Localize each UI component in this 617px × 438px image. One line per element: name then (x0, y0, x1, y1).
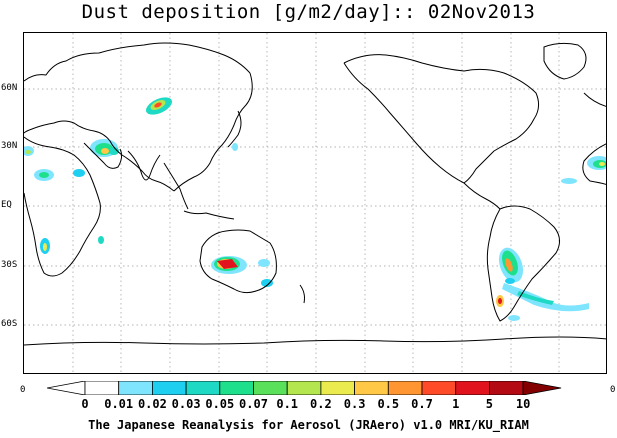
colorbar-tick-label: 0.2 (310, 397, 332, 411)
dust-deposition-field (24, 97, 606, 321)
colorbar (47, 381, 562, 395)
colorbar-tick-label: 0.7 (411, 397, 433, 411)
colorbar-tick-label: 0.01 (104, 397, 134, 411)
colorbar-cell (253, 381, 288, 395)
coastlines (24, 42, 606, 346)
map-title: Dust deposition [g/m2/day]:: 02Nov2013 (81, 1, 536, 23)
colorbar-arrow-right (522, 381, 562, 395)
colorbar-cell (185, 381, 221, 395)
lat-label-eq: EQ (1, 200, 12, 210)
colorbar-cell (219, 381, 254, 395)
colorbar-cell (118, 381, 153, 395)
colorbar-tick-label: 0 (81, 397, 89, 411)
world-map (23, 32, 607, 374)
colorbar-cell (152, 381, 187, 395)
colorbar-arrow-left (47, 381, 86, 395)
lat-label-60s: 60S (1, 319, 18, 329)
colorbar-cell (354, 381, 389, 395)
lat-label-60n: 60N (1, 83, 18, 93)
colorbar-tick-label: 0.5 (377, 397, 400, 411)
colorbar-tick-label: 5 (485, 397, 494, 411)
colorbar-cell (320, 381, 355, 395)
colorbar-tick-label: 0.3 (343, 397, 366, 411)
colorbar-tick-label: 0.1 (276, 397, 299, 411)
colorbar-cell (455, 381, 490, 395)
colorbar-tick-label: 0.05 (205, 397, 235, 411)
colorbar-tick-label: 0.02 (137, 397, 167, 411)
right-edge-label: 0 (610, 385, 616, 395)
colorbar-tick-label: 0.07 (239, 397, 268, 411)
colorbar-cell (421, 381, 457, 395)
colorbar-cell (488, 381, 524, 395)
map-canvas (24, 33, 606, 373)
colorbar-cell (84, 381, 120, 395)
left-edge-label: 0 (20, 385, 26, 395)
colorbar-cell (387, 381, 423, 395)
lat-label-30n: 30N (1, 141, 18, 151)
colorbar-cell (286, 381, 322, 395)
colorbar-tick-label: 1 (452, 397, 460, 411)
graticule (24, 33, 606, 373)
footer-credit: The Japanese Reanalysis for Aerosol (JRA… (88, 418, 529, 432)
colorbar-tick-label: 10 (515, 397, 531, 411)
colorbar-tick-label: 0.03 (171, 397, 201, 411)
lat-label-30s: 30S (1, 260, 18, 270)
